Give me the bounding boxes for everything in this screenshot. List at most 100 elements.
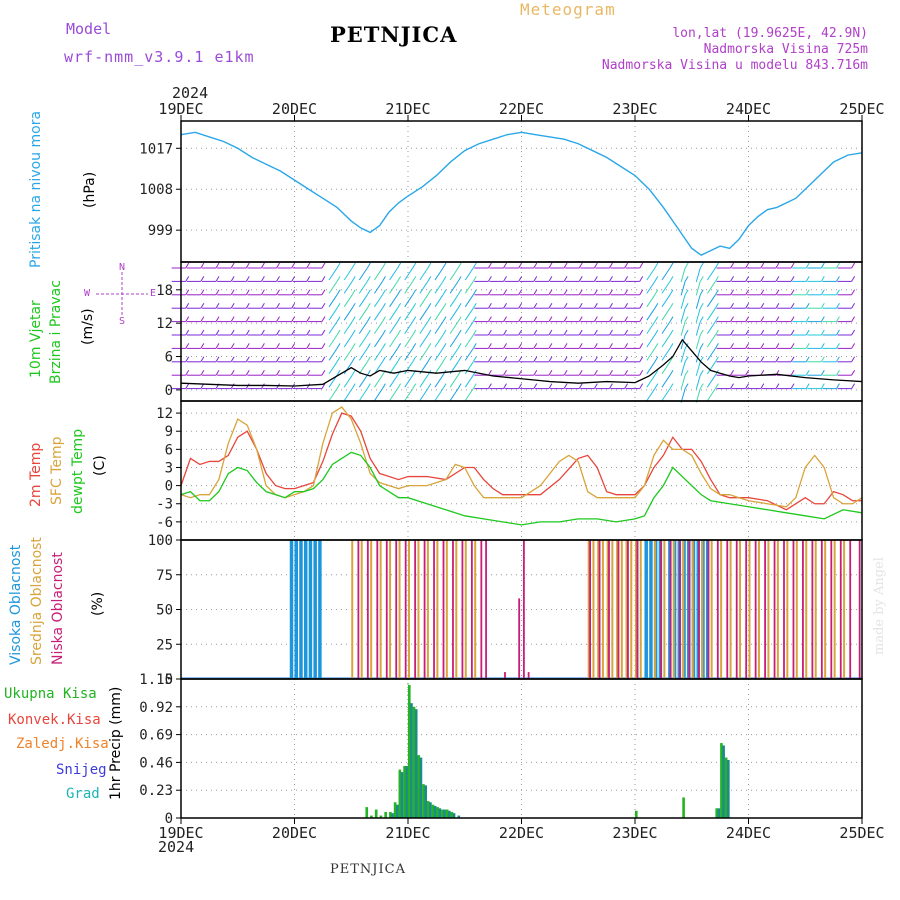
wind-barb-flag (200, 276, 205, 282)
wind-barb-shaft (680, 375, 686, 390)
wind-barb-flag (775, 289, 780, 296)
wind-barb-flag (805, 289, 810, 296)
cloud-mid-bar (597, 540, 600, 679)
wind-barb-flag (548, 329, 553, 336)
wind-barb-shaft (358, 361, 368, 375)
wind-barb-flag (699, 289, 704, 296)
precip-total-bar (682, 797, 685, 818)
wind-barb-flag (730, 369, 734, 376)
cloud-high-bar (313, 540, 317, 679)
wind-barb-flag (276, 356, 280, 363)
wind-barb-flag (412, 289, 417, 296)
wind-barb-shaft (706, 267, 716, 281)
wind-barb-flag (760, 289, 765, 296)
wind-barb-flag (624, 383, 629, 389)
model-name: wrf-nmm_v3.9.1 e1km (64, 48, 255, 66)
cloud-low-bar (830, 540, 833, 679)
wind-barb-flag (805, 302, 810, 309)
wind-barb-flag (563, 356, 568, 363)
precip-hail-bar (727, 759, 730, 818)
year-bottom: 2024 (158, 838, 195, 856)
cloud-low-bar (716, 540, 719, 679)
wind-barb-flag (230, 262, 235, 269)
wind-barb-flag (366, 343, 371, 349)
wind-barb-flag (412, 343, 417, 349)
wind-barb-shaft (328, 281, 338, 294)
wind-barb-shaft (449, 334, 459, 348)
wind-barb-flag (306, 289, 311, 296)
wind-barb-flag (215, 369, 220, 376)
wind-barb-flag (775, 302, 780, 309)
wind-barb-shaft (419, 321, 429, 334)
wind-barb-flag (790, 316, 795, 322)
cloud-low-bar (523, 540, 525, 679)
wind-barb-flag (245, 329, 250, 336)
wind-barb-flag (321, 316, 326, 322)
wind-barb-flag (245, 356, 250, 363)
wind-barb-flag (684, 276, 689, 282)
wind-barb-flag (563, 343, 568, 349)
wind-barb-shaft (646, 374, 656, 388)
wind-barb-flag (730, 289, 734, 296)
wind-barb-shaft (343, 361, 353, 375)
wind-barb-flag (260, 343, 265, 349)
wind-barb-shaft (374, 321, 383, 334)
wind-barb-flag (487, 316, 492, 322)
altitude-info: Nadmorska Visina 725m (703, 42, 868, 57)
wind-barb-shaft (328, 321, 338, 334)
wind-barb-flag (548, 289, 553, 296)
wind-barb-flag (518, 343, 523, 349)
wind-barb-shaft (328, 348, 338, 361)
wind-barb-flag (654, 262, 659, 269)
wind-barb-flag (714, 329, 719, 336)
wind-barb-flag (442, 329, 447, 336)
cloud-mid-bar (795, 540, 798, 679)
wind-barb-flag (639, 356, 644, 363)
cloud-mid-bar (616, 540, 619, 679)
wind-barb-flag (851, 383, 856, 389)
cloud-low-bar (518, 598, 521, 679)
y-tick-label: 0 (165, 383, 173, 399)
wind-barb-shaft (374, 334, 383, 348)
wind-barb-flag (336, 289, 341, 296)
cloud-mid-bar (710, 540, 713, 679)
wind-barb-flag (790, 369, 795, 376)
wind-barb-flag (245, 276, 250, 282)
wind-barb-flag (291, 369, 296, 376)
wind-barb-flag (260, 302, 265, 309)
wind-barb-shaft (680, 321, 686, 336)
wind-barb-flag (487, 289, 492, 296)
wind-barb-flag (669, 262, 674, 269)
cloud-low-bar (773, 540, 776, 679)
wind-barb-flag (639, 276, 644, 282)
wind-barb-flag (336, 316, 341, 322)
wind-barb-shaft (343, 334, 353, 348)
wind-barb-flag (366, 289, 371, 296)
cloud-mid-bar (436, 540, 439, 679)
wind-barb-flag (609, 276, 613, 282)
wind-barb-shaft (661, 294, 671, 308)
wind-barb-flag (487, 383, 492, 389)
wind-barb-flag (745, 356, 750, 363)
wind-barb-shaft (464, 374, 474, 388)
wind-barb-flag (820, 262, 825, 269)
wind-barb-flag (397, 383, 402, 389)
wind-barb-flag (563, 276, 568, 282)
x-tick-label-bottom: 22DEC (499, 824, 544, 842)
wind-barb-shaft (404, 388, 414, 401)
wind-barb-flag (533, 329, 538, 336)
wind-barb-flag (578, 316, 583, 322)
wind-barb-flag (472, 329, 477, 336)
wind-barb-flag (563, 329, 568, 336)
wind-barb-flag (260, 289, 265, 296)
y-tick-label: 999 (148, 223, 173, 239)
wind-barb-flag (351, 356, 356, 363)
wind-barb-flag (503, 343, 507, 349)
wind-barb-shaft (374, 267, 383, 281)
wind-barb-flag (851, 289, 856, 296)
wind-barb-flag (397, 262, 402, 269)
wind-barb-flag (593, 302, 598, 309)
wind-barb-shaft (389, 334, 399, 348)
wind-barb-shaft (419, 348, 429, 361)
y-tick-label: 6 (165, 350, 173, 366)
